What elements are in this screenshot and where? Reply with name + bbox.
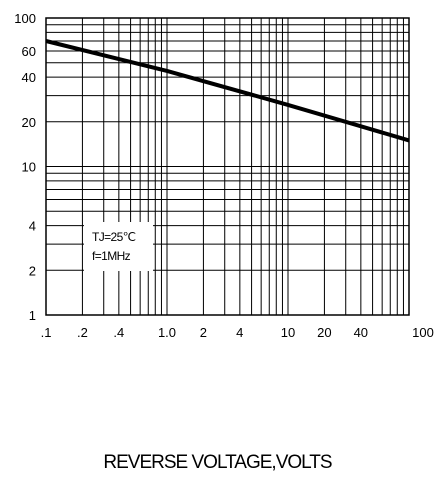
x-tick-label: .4 (113, 325, 124, 340)
x-tick-label: 100 (412, 325, 434, 340)
tick-labels: .1 .2 .4 1.0 2 4 10 20 40 100 1 2 4 10 20 40 60 100 (14, 11, 434, 340)
x-tick-label: 10 (281, 325, 295, 340)
annotation-box (84, 222, 153, 271)
y-tick-label: 20 (22, 115, 36, 130)
x-tick-label: 4 (236, 325, 243, 340)
series-group (45, 39, 410, 143)
annotation-temperature: TJ=25℃ (92, 230, 136, 244)
y-tick-label: 10 (22, 160, 36, 175)
annotation-frequency: f=1MHz (92, 249, 131, 263)
y-tick-label: 2 (29, 263, 36, 278)
x-axis-label: REVERSE VOLTAGE,VOLTS (103, 452, 332, 473)
y-tick-label: 60 (22, 44, 36, 59)
plot-frame (45, 17, 410, 316)
x-tick-label: 1.0 (158, 325, 176, 340)
y-tick-label: 1 (29, 308, 36, 323)
x-tick-label: .2 (77, 325, 88, 340)
y-tick-label: 40 (22, 70, 36, 85)
x-tick-label: 2 (200, 325, 207, 340)
x-tick-label: 40 (354, 325, 368, 340)
chart-grid (45, 17, 410, 316)
y-tick-label: 4 (29, 219, 36, 234)
series-line (45, 39, 410, 143)
x-tick-label: 20 (317, 325, 331, 340)
x-tick-label: .1 (41, 325, 52, 340)
y-tick-label: 100 (14, 11, 36, 26)
